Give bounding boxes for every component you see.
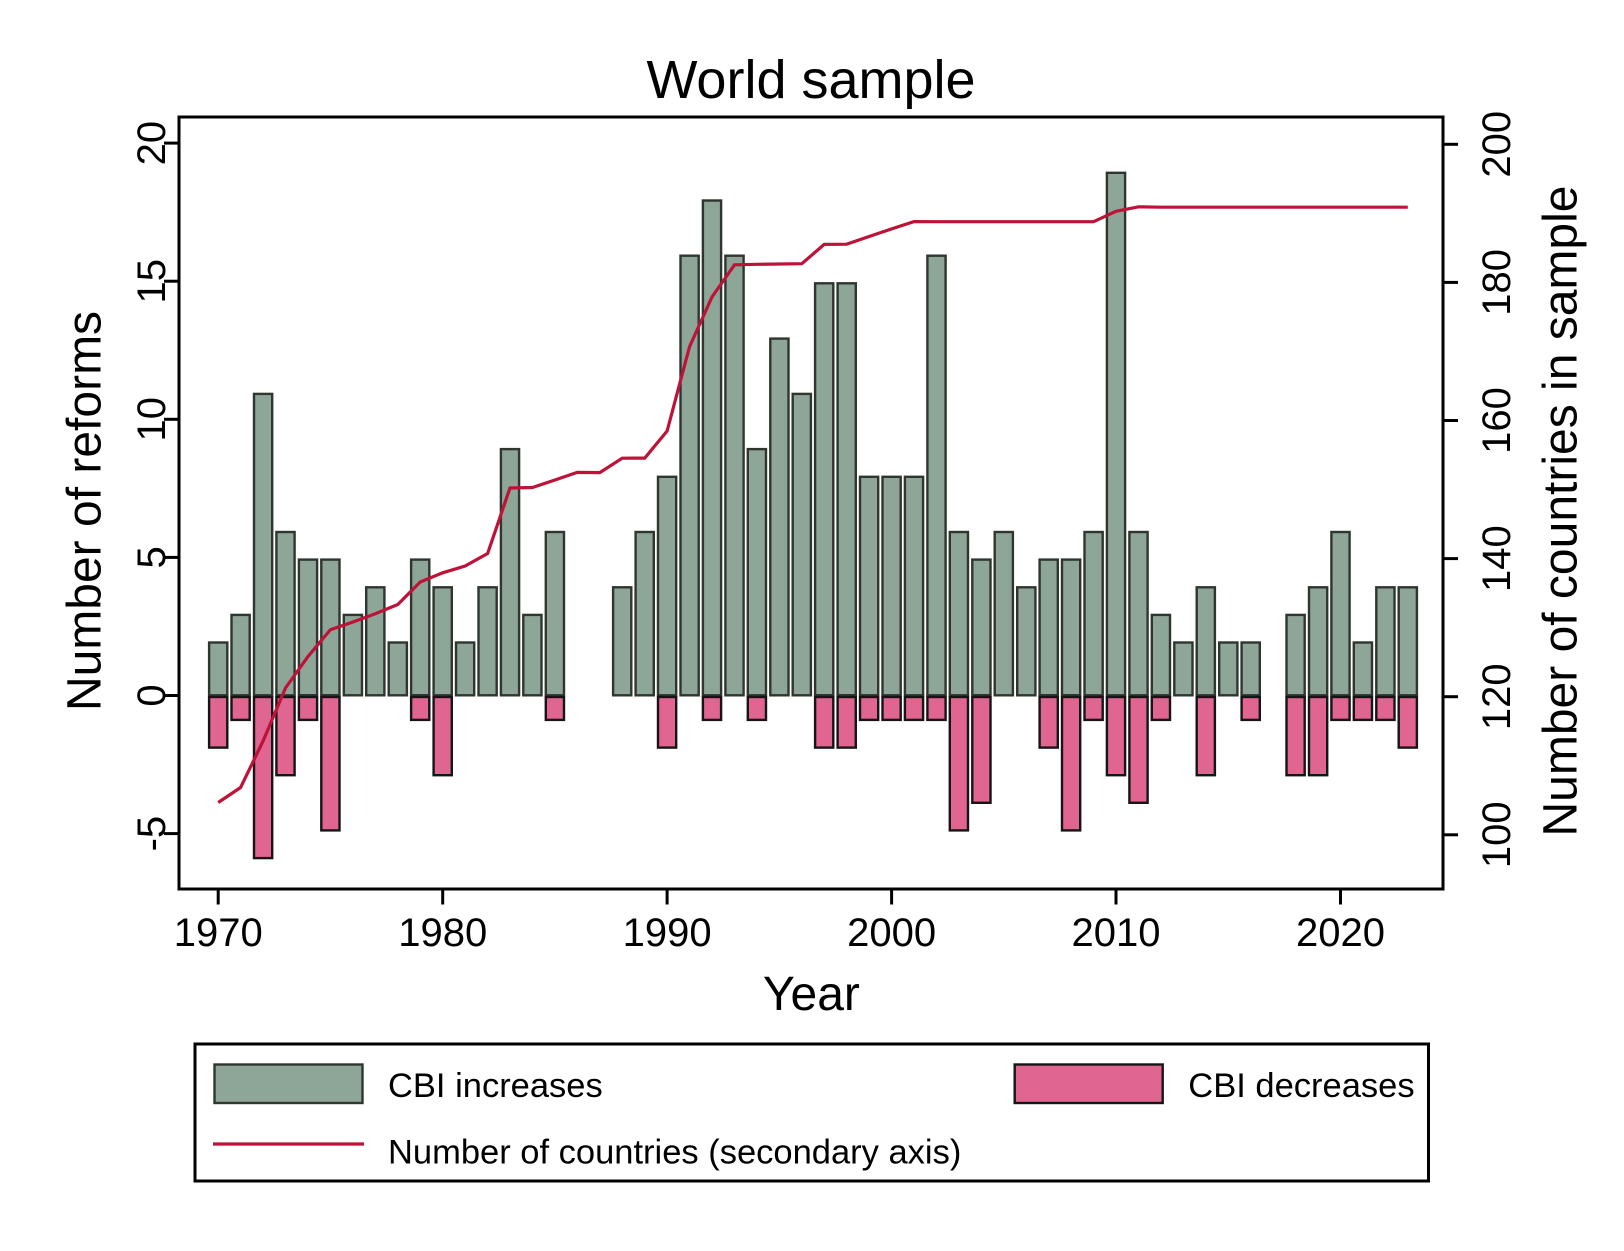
svg-text:CBI increases: CBI increases xyxy=(388,1067,603,1105)
svg-text:10: 10 xyxy=(130,397,174,442)
svg-text:Number of countries (secondary: Number of countries (secondary axis) xyxy=(388,1134,961,1172)
svg-text:2010: 2010 xyxy=(1072,911,1161,955)
svg-text:20: 20 xyxy=(130,121,174,166)
svg-text:15: 15 xyxy=(130,259,174,304)
svg-text:200: 200 xyxy=(1475,111,1519,178)
svg-text:-5: -5 xyxy=(130,816,174,852)
svg-text:120: 120 xyxy=(1475,663,1519,730)
svg-text:100: 100 xyxy=(1475,801,1519,868)
svg-text:5: 5 xyxy=(130,546,174,568)
svg-text:180: 180 xyxy=(1475,249,1519,316)
svg-text:140: 140 xyxy=(1475,525,1519,592)
svg-text:2020: 2020 xyxy=(1296,911,1385,955)
svg-text:Year: Year xyxy=(763,968,860,1021)
svg-text:1990: 1990 xyxy=(623,911,712,955)
svg-text:Number of reforms: Number of reforms xyxy=(59,311,112,711)
svg-text:0: 0 xyxy=(130,684,174,706)
svg-text:1970: 1970 xyxy=(174,911,263,955)
svg-text:Number of countries in sample: Number of countries in sample xyxy=(1535,186,1588,837)
svg-text:160: 160 xyxy=(1475,387,1519,454)
svg-text:2000: 2000 xyxy=(847,911,936,955)
svg-text:World sample: World sample xyxy=(646,50,975,110)
svg-text:1980: 1980 xyxy=(398,911,487,955)
svg-text:CBI decreases: CBI decreases xyxy=(1188,1067,1414,1105)
